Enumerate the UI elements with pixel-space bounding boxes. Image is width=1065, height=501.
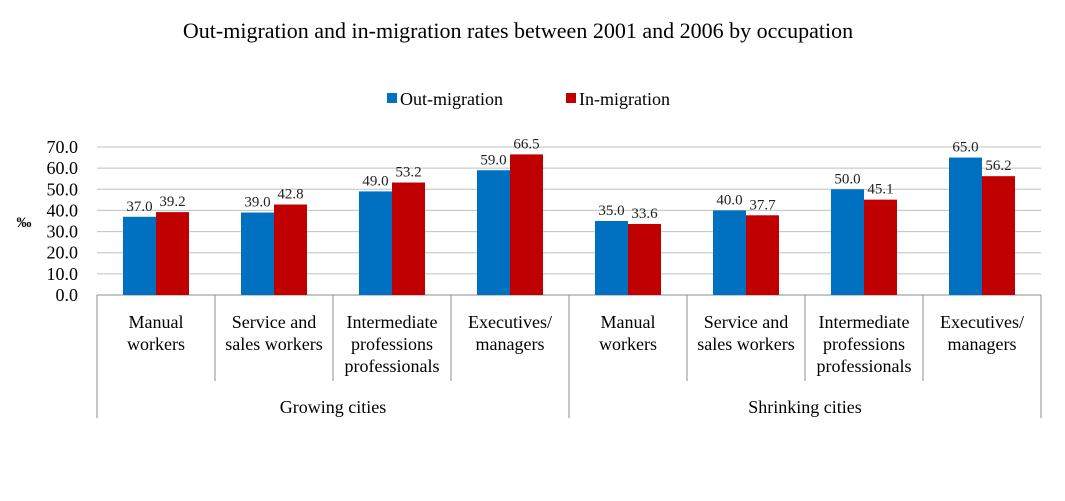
y-tick-label: 40.0	[47, 200, 79, 220]
data-label: 39.0	[244, 195, 270, 211]
data-label: 35.0	[598, 203, 624, 219]
category-label-line: sales workers	[225, 334, 322, 354]
bar-out-migration	[949, 157, 982, 295]
category-label-line: Intermediate	[347, 312, 438, 332]
legend: Out-migration In-migration	[387, 89, 670, 109]
category-label-line: professionals	[345, 356, 440, 376]
bar-out-migration	[713, 210, 746, 295]
y-tick-label: 20.0	[47, 243, 79, 263]
bar-in-migration	[156, 212, 189, 295]
data-label: 65.0	[952, 140, 978, 156]
y-axis-label: ‰	[17, 215, 32, 231]
bar-in-migration	[274, 204, 307, 295]
category-label-line: Manual	[129, 312, 184, 332]
bar-out-migration	[831, 189, 864, 295]
category-label-line: Service and	[704, 312, 788, 332]
gridlines	[97, 146, 1041, 296]
data-label: 59.0	[480, 152, 506, 168]
category-label-line: managers	[948, 334, 1017, 354]
legend-label-in-migration: In-migration	[579, 89, 670, 109]
data-label: 39.2	[159, 194, 185, 210]
category-label-line: Intermediate	[819, 312, 910, 332]
category-label-line: Executives/	[468, 312, 552, 332]
category-label-line: workers	[127, 334, 185, 354]
data-label: 50.0	[834, 171, 860, 187]
category-label: Executives/managers	[468, 312, 552, 354]
y-tick-label: 60.0	[47, 158, 79, 178]
category-label: Intermediate professions professionals	[345, 312, 440, 376]
data-label: 37.0	[126, 199, 152, 215]
bar-in-migration	[628, 223, 661, 295]
category-label-line: Service and	[232, 312, 316, 332]
bar-in-migration	[392, 182, 425, 295]
category-label-line: professions	[823, 334, 905, 354]
category-label: Service and sales workers	[225, 312, 322, 354]
bars	[123, 154, 1015, 295]
y-tick-label: 30.0	[47, 222, 79, 242]
data-label: 49.0	[362, 173, 388, 189]
category-label-line: professions	[351, 334, 433, 354]
group-label: Growing cities	[280, 397, 386, 417]
y-tick-label: 50.0	[47, 179, 79, 199]
category-label: Manual workers	[127, 312, 185, 354]
bar-out-migration	[595, 221, 628, 295]
category-label-line: workers	[599, 334, 657, 354]
bar-in-migration	[982, 176, 1015, 295]
legend-label-out-migration: Out-migration	[400, 89, 503, 109]
chart-title: Out-migration and in-migration rates bet…	[183, 18, 853, 43]
y-tick-label: 70.0	[47, 137, 79, 157]
legend-swatch-out-migration	[387, 93, 397, 103]
category-label-line: managers	[476, 334, 545, 354]
group-label: Shrinking cities	[748, 397, 862, 417]
category-label-line: Executives/	[940, 312, 1024, 332]
bar-out-migration	[477, 170, 510, 295]
category-label-line: Manual	[601, 312, 656, 332]
legend-swatch-in-migration	[566, 93, 576, 103]
category-label: Manual workers	[599, 312, 657, 354]
data-label: 42.8	[277, 187, 303, 203]
bar-in-migration	[746, 215, 779, 295]
category-label-line: sales workers	[697, 334, 794, 354]
bar-out-migration	[241, 212, 274, 295]
data-label: 53.2	[395, 165, 421, 181]
category-label: Intermediate professions professionals	[817, 312, 912, 376]
bar-out-migration	[123, 216, 156, 295]
data-label: 66.5	[513, 136, 539, 152]
category-label-line: professionals	[817, 356, 912, 376]
category-label: Executives/managers	[940, 312, 1024, 354]
bar-in-migration	[510, 154, 543, 295]
data-label: 45.1	[867, 182, 893, 198]
data-label: 37.7	[749, 197, 776, 213]
data-label: 40.0	[716, 192, 742, 208]
bar-in-migration	[864, 199, 897, 295]
bar-out-migration	[359, 191, 392, 295]
category-label: Service and sales workers	[697, 312, 794, 354]
y-tick-label: 0.0	[56, 285, 79, 305]
y-tick-label: 10.0	[47, 264, 79, 284]
data-label: 56.2	[985, 158, 1011, 174]
data-labels: 37.0 39.2 39.0 42.8 49.0 53.2 59.0 66.5 35.0 33.6…	[126, 136, 1011, 222]
data-label: 33.6	[631, 206, 658, 222]
y-axis-ticks: 0.010.020.030.040.050.060.070.0	[47, 137, 79, 305]
